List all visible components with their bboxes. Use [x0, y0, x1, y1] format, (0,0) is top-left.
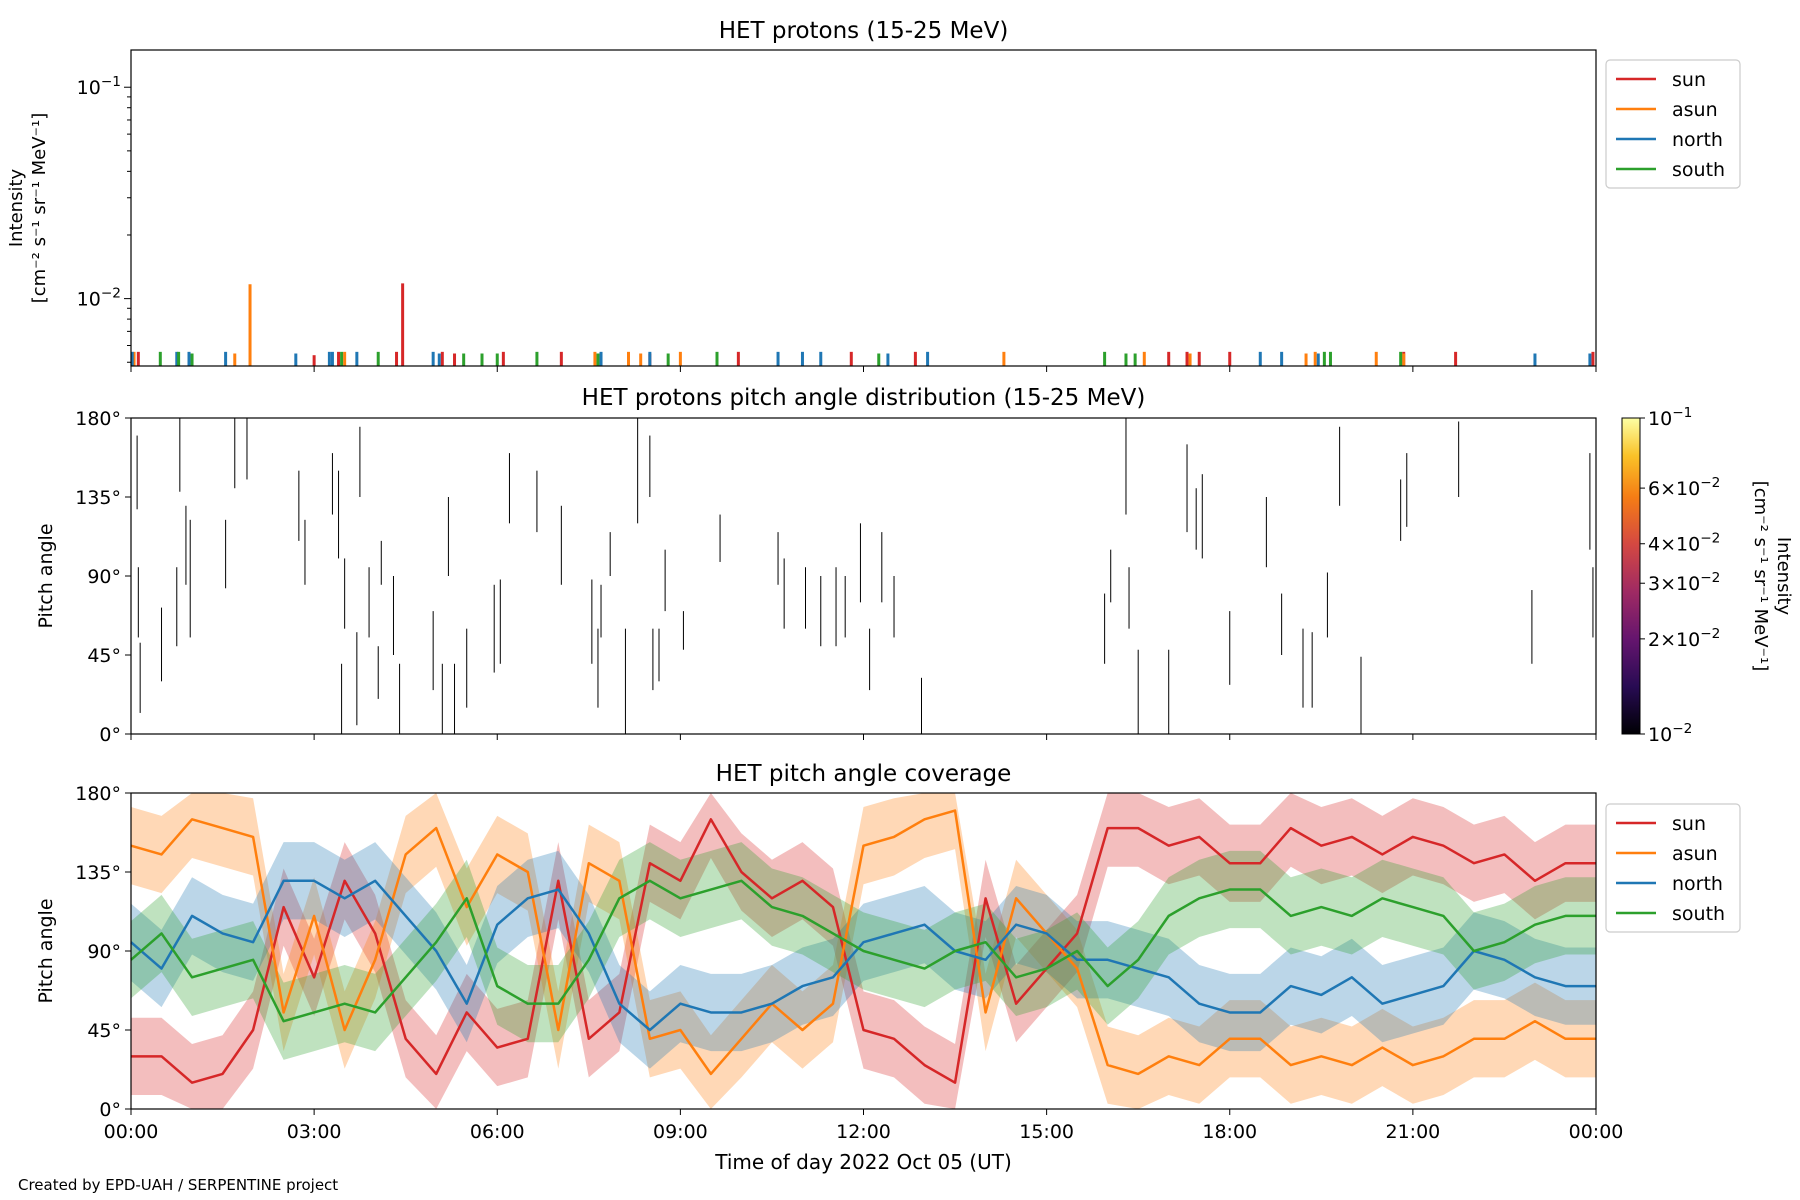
band-sun	[131, 793, 1596, 1109]
x-tick-label: 21:00	[1385, 1121, 1440, 1143]
x-tick-label: 15:00	[1019, 1121, 1074, 1143]
colorbar-tick-label: 3×10−2	[1648, 570, 1720, 595]
legend-label-north: north	[1672, 129, 1723, 151]
y-tick-label: 90°	[87, 941, 121, 963]
legend-label-south: south	[1672, 159, 1725, 181]
legend-top: sun asun north south	[1605, 59, 1741, 189]
y-axis-label: Intensity [cm⁻² s⁻¹ sr⁻¹ MeV⁻¹]	[6, 113, 50, 304]
plot-frame	[130, 417, 1597, 735]
legend-label-asun: asun	[1672, 843, 1718, 865]
legend-box	[1605, 59, 1741, 189]
x-axis-label: Time of day 2022 Oct 05 (UT)	[714, 1150, 1012, 1174]
x-tick-label: 00:00	[104, 1121, 159, 1143]
legend-label-south: south	[1672, 903, 1725, 925]
y-axis-label-group: Pitch angle	[35, 523, 57, 628]
colorbar-tick-label: 10−2	[1648, 721, 1692, 746]
panel-coverage	[125, 792, 1597, 1115]
colorbar-tick-label: 10−1	[1648, 405, 1692, 430]
y-tick-label: 10−2	[77, 286, 121, 311]
y-tick-label: 90°	[87, 566, 121, 588]
panel-distribution	[125, 417, 1597, 740]
plot-frame	[130, 49, 1597, 367]
y-tick-label: 10−1	[77, 74, 121, 99]
chart-title: HET pitch angle coverage	[716, 761, 1012, 787]
x-tick-label: 18:00	[1202, 1121, 1257, 1143]
y-axis-label: Pitch angle	[35, 898, 57, 1003]
colorbar-tick-label: 4×10−2	[1648, 531, 1720, 556]
legend-bottom: sun asun north south	[1605, 803, 1741, 933]
y-tick-label: 0°	[99, 1099, 121, 1121]
line-sun	[131, 818, 1596, 1084]
band-asun	[131, 793, 1596, 1109]
line-asun	[130, 809, 1596, 1076]
line-north	[130, 879, 1596, 1032]
colorbar	[1621, 417, 1641, 735]
line-south	[130, 879, 1596, 1023]
legend-label-north: north	[1672, 873, 1723, 895]
y-tick-label: 45°	[87, 645, 121, 667]
panel-intensity	[124, 49, 1597, 372]
y-tick-label: 45°	[87, 1020, 121, 1042]
y-tick-label: 135°	[75, 862, 121, 884]
y-tick-label: 180°	[75, 408, 121, 430]
legend-box	[1605, 803, 1741, 933]
colorbar-label-line2: [cm⁻² s⁻¹ sr⁻¹ MeV⁻¹]	[1750, 481, 1771, 672]
y-axis-label-line1: Intensity	[6, 168, 27, 247]
x-tick-label: 12:00	[836, 1121, 891, 1143]
credit-text: Created by EPD-UAH / SERPENTINE project	[18, 1176, 339, 1194]
colorbar-label-line1: Intensity	[1773, 537, 1794, 616]
chart-title: HET protons (15-25 MeV)	[719, 18, 1009, 44]
colorbar-label: Intensity[cm⁻² s⁻¹ sr⁻¹ MeV⁻¹]	[1750, 481, 1794, 672]
y-axis-label: Pitch angle	[35, 523, 57, 628]
legend-label-sun: sun	[1672, 813, 1706, 835]
y-tick-label: 135°	[75, 487, 121, 509]
legend-label-sun: sun	[1672, 69, 1706, 91]
x-tick-label: 06:00	[470, 1121, 525, 1143]
colorbar-tick-label: 6×10−2	[1648, 475, 1720, 500]
y-tick-label: 0°	[99, 724, 121, 746]
x-tick-label: 03:00	[287, 1121, 342, 1143]
legend-label-asun: asun	[1672, 99, 1718, 121]
y-tick-label: 180°	[75, 783, 121, 805]
y-axis-label-line2: [cm⁻² s⁻¹ sr⁻¹ MeV⁻¹]	[29, 113, 50, 304]
x-tick-label: 00:00	[1569, 1121, 1624, 1143]
y-axis-label-group: Pitch angle	[35, 898, 57, 1003]
chart-title: HET protons pitch angle distribution (15…	[582, 385, 1146, 411]
x-tick-label: 09:00	[653, 1121, 708, 1143]
colorbar-tick-label: 2×10−2	[1648, 626, 1720, 651]
